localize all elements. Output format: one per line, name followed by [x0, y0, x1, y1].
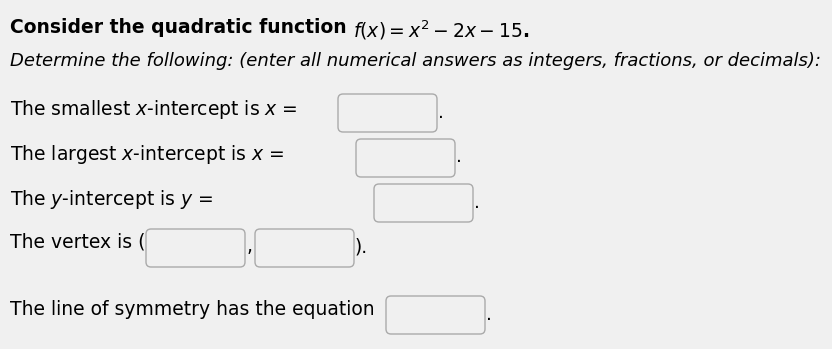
FancyBboxPatch shape [356, 139, 455, 177]
Text: The largest $x$-intercept is $x$ =: The largest $x$-intercept is $x$ = [10, 143, 284, 166]
Text: The $y$-intercept is $y$ =: The $y$-intercept is $y$ = [10, 188, 213, 211]
FancyBboxPatch shape [255, 229, 354, 267]
FancyBboxPatch shape [338, 94, 437, 132]
Text: .: . [474, 193, 480, 211]
Text: The vertex is (: The vertex is ( [10, 233, 146, 252]
Text: $f(x) = x^2 - 2x - 15$.: $f(x) = x^2 - 2x - 15$. [353, 18, 529, 42]
Text: ,: , [246, 238, 252, 257]
FancyBboxPatch shape [146, 229, 245, 267]
Text: .: . [438, 103, 444, 121]
Text: ).: ). [355, 238, 368, 257]
Text: The smallest $x$-intercept is $x$ =: The smallest $x$-intercept is $x$ = [10, 98, 298, 121]
Text: .: . [486, 304, 492, 324]
Text: The line of symmetry has the equation: The line of symmetry has the equation [10, 300, 374, 319]
Text: Consider the quadratic function: Consider the quadratic function [10, 18, 359, 37]
Text: Determine the following: (enter all numerical answers as integers, fractions, or: Determine the following: (enter all nume… [10, 52, 821, 70]
Text: .: . [456, 148, 462, 166]
FancyBboxPatch shape [386, 296, 485, 334]
FancyBboxPatch shape [374, 184, 473, 222]
